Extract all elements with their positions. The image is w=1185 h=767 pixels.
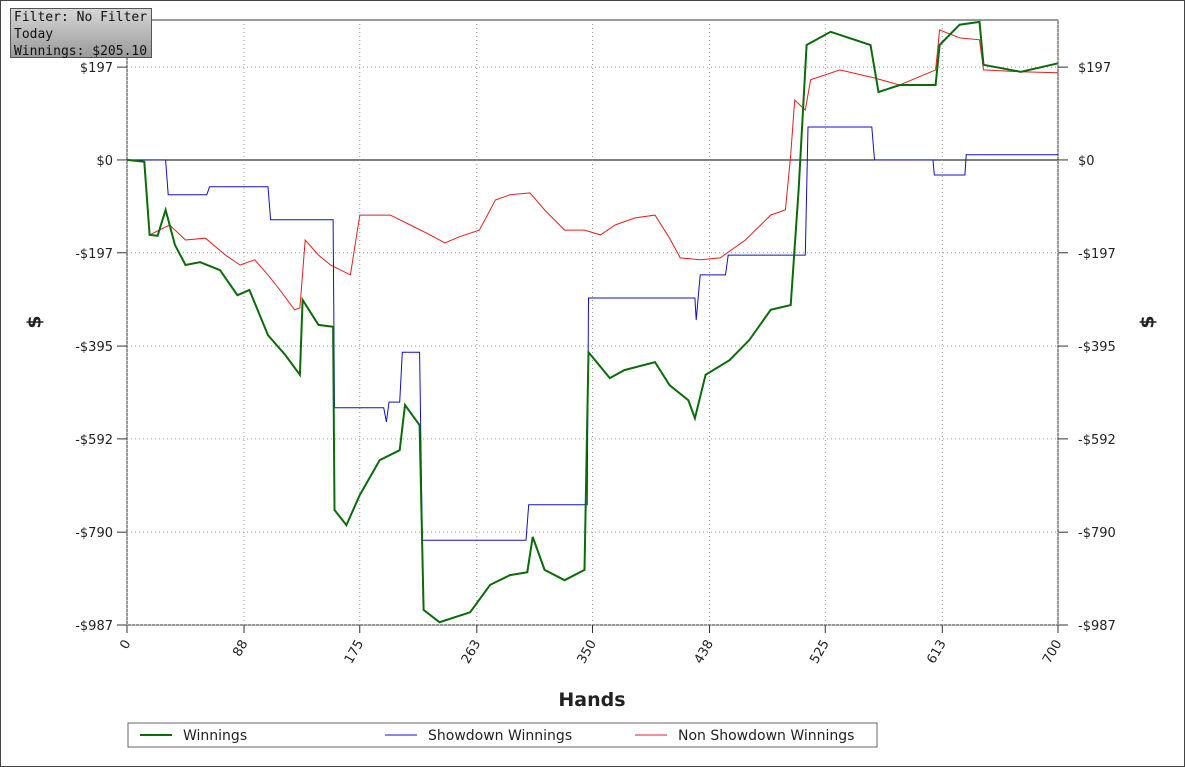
y-axis-label: $ (24, 315, 46, 328)
winnings-text: Winnings: $205.10 (14, 44, 148, 59)
y2-tick-label: -$197 (1078, 247, 1116, 262)
y-tick-label: $197 (80, 61, 113, 76)
legend-label: Showdown Winnings (428, 728, 572, 744)
y2-tick-label: -$592 (1078, 433, 1116, 448)
y2-tick-label: $0 (1078, 154, 1095, 169)
series-line (126, 20, 1059, 624)
legend-label: Winnings (183, 728, 247, 744)
info-box: Filter: No Filter Today Winnings: $205.1… (10, 8, 152, 59)
x-axis-label: Hands (558, 689, 625, 711)
y2-tick-label: -$790 (1078, 526, 1116, 541)
y-tick-label: -$987 (75, 619, 113, 634)
y-tick-label: -$395 (75, 340, 113, 355)
legend-label: Non Showdown Winnings (678, 728, 854, 744)
series-line (126, 29, 1059, 311)
plot-area (126, 19, 1059, 626)
y-tick-label: -$197 (75, 247, 113, 262)
series-line (127, 126, 1058, 541)
filter-text: Filter: No Filter (14, 10, 148, 25)
period-text: Today (14, 27, 54, 42)
y-tick-label: -$592 (75, 433, 113, 448)
y2-tick-label: $197 (1078, 61, 1111, 76)
y-tick-label: $0 (96, 154, 113, 169)
y2-tick-label: -$395 (1078, 340, 1116, 355)
legend (127, 722, 878, 748)
y2-tick-label: -$987 (1078, 619, 1116, 634)
x-tick-label: 88 (230, 638, 251, 660)
y2-axis-label: $ (1137, 315, 1159, 328)
y-tick-label: -$790 (75, 526, 113, 541)
